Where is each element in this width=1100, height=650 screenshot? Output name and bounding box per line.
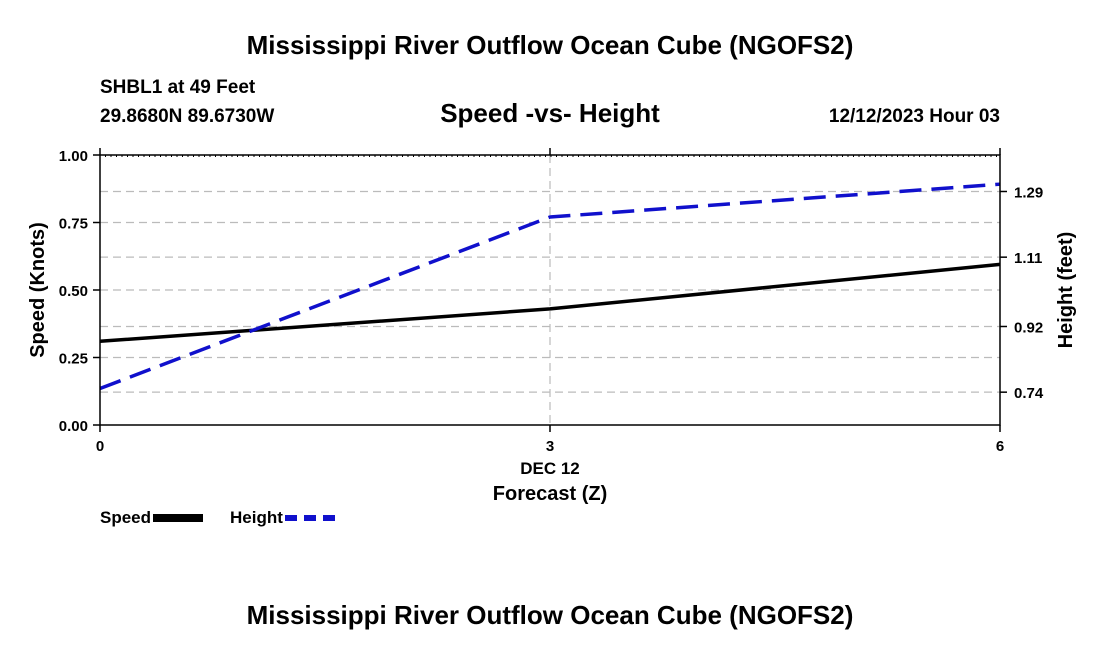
legend-height-label: Height	[230, 508, 283, 527]
forecast-datetime: 12/12/2023 Hour 03	[828, 106, 1000, 127]
x-tick-label: 3	[546, 438, 554, 455]
y-tick-label: 0.75	[59, 216, 88, 233]
y-axis-title: Speed (Knots)	[27, 222, 49, 358]
y-tick-label: 0.00	[59, 418, 88, 435]
legend-speed-swatch	[153, 514, 204, 522]
y2-axis-title: Height (feet)	[1055, 232, 1077, 349]
y-tick-label: 1.00	[59, 148, 88, 165]
x-date-label: DEC 12	[520, 459, 580, 478]
footer-title: Mississippi River Outflow Ocean Cube (NG…	[246, 600, 854, 630]
x-axis-title: Forecast (Z)	[493, 483, 607, 505]
y2-tick-label: 0.92	[1014, 319, 1043, 336]
series-line-height	[99, 182, 1001, 391]
main-title: Mississippi River Outflow Ocean Cube (NG…	[246, 30, 854, 60]
grid-lines	[100, 155, 1000, 425]
station-coords: 29.8680N 89.6730W	[100, 106, 275, 127]
x-tick-label: 0	[96, 438, 104, 455]
legend-speed: Speed	[100, 508, 204, 528]
legend-speed-label: Speed	[100, 508, 152, 527]
legend-height-swatch	[284, 515, 335, 521]
axis-ticks: 0.00 0.25 0.50 0.75 1.00 0.74 0.92 1.11 1.29 0 3 6	[59, 148, 1044, 455]
y-tick-label: 0.50	[59, 283, 88, 300]
series-lines	[99, 182, 1001, 391]
chart-subtitle: Speed -vs- Height	[440, 98, 660, 128]
station-label: SHBL1 at 49 Feet	[100, 77, 256, 98]
y2-tick-label: 1.11	[1014, 250, 1042, 267]
y-tick-label: 0.25	[59, 351, 88, 368]
y2-tick-label: 1.29	[1014, 184, 1043, 201]
y2-tick-label: 0.74	[1014, 385, 1044, 402]
x-tick-label: 6	[996, 438, 1004, 455]
legend-height: Height	[230, 508, 335, 528]
